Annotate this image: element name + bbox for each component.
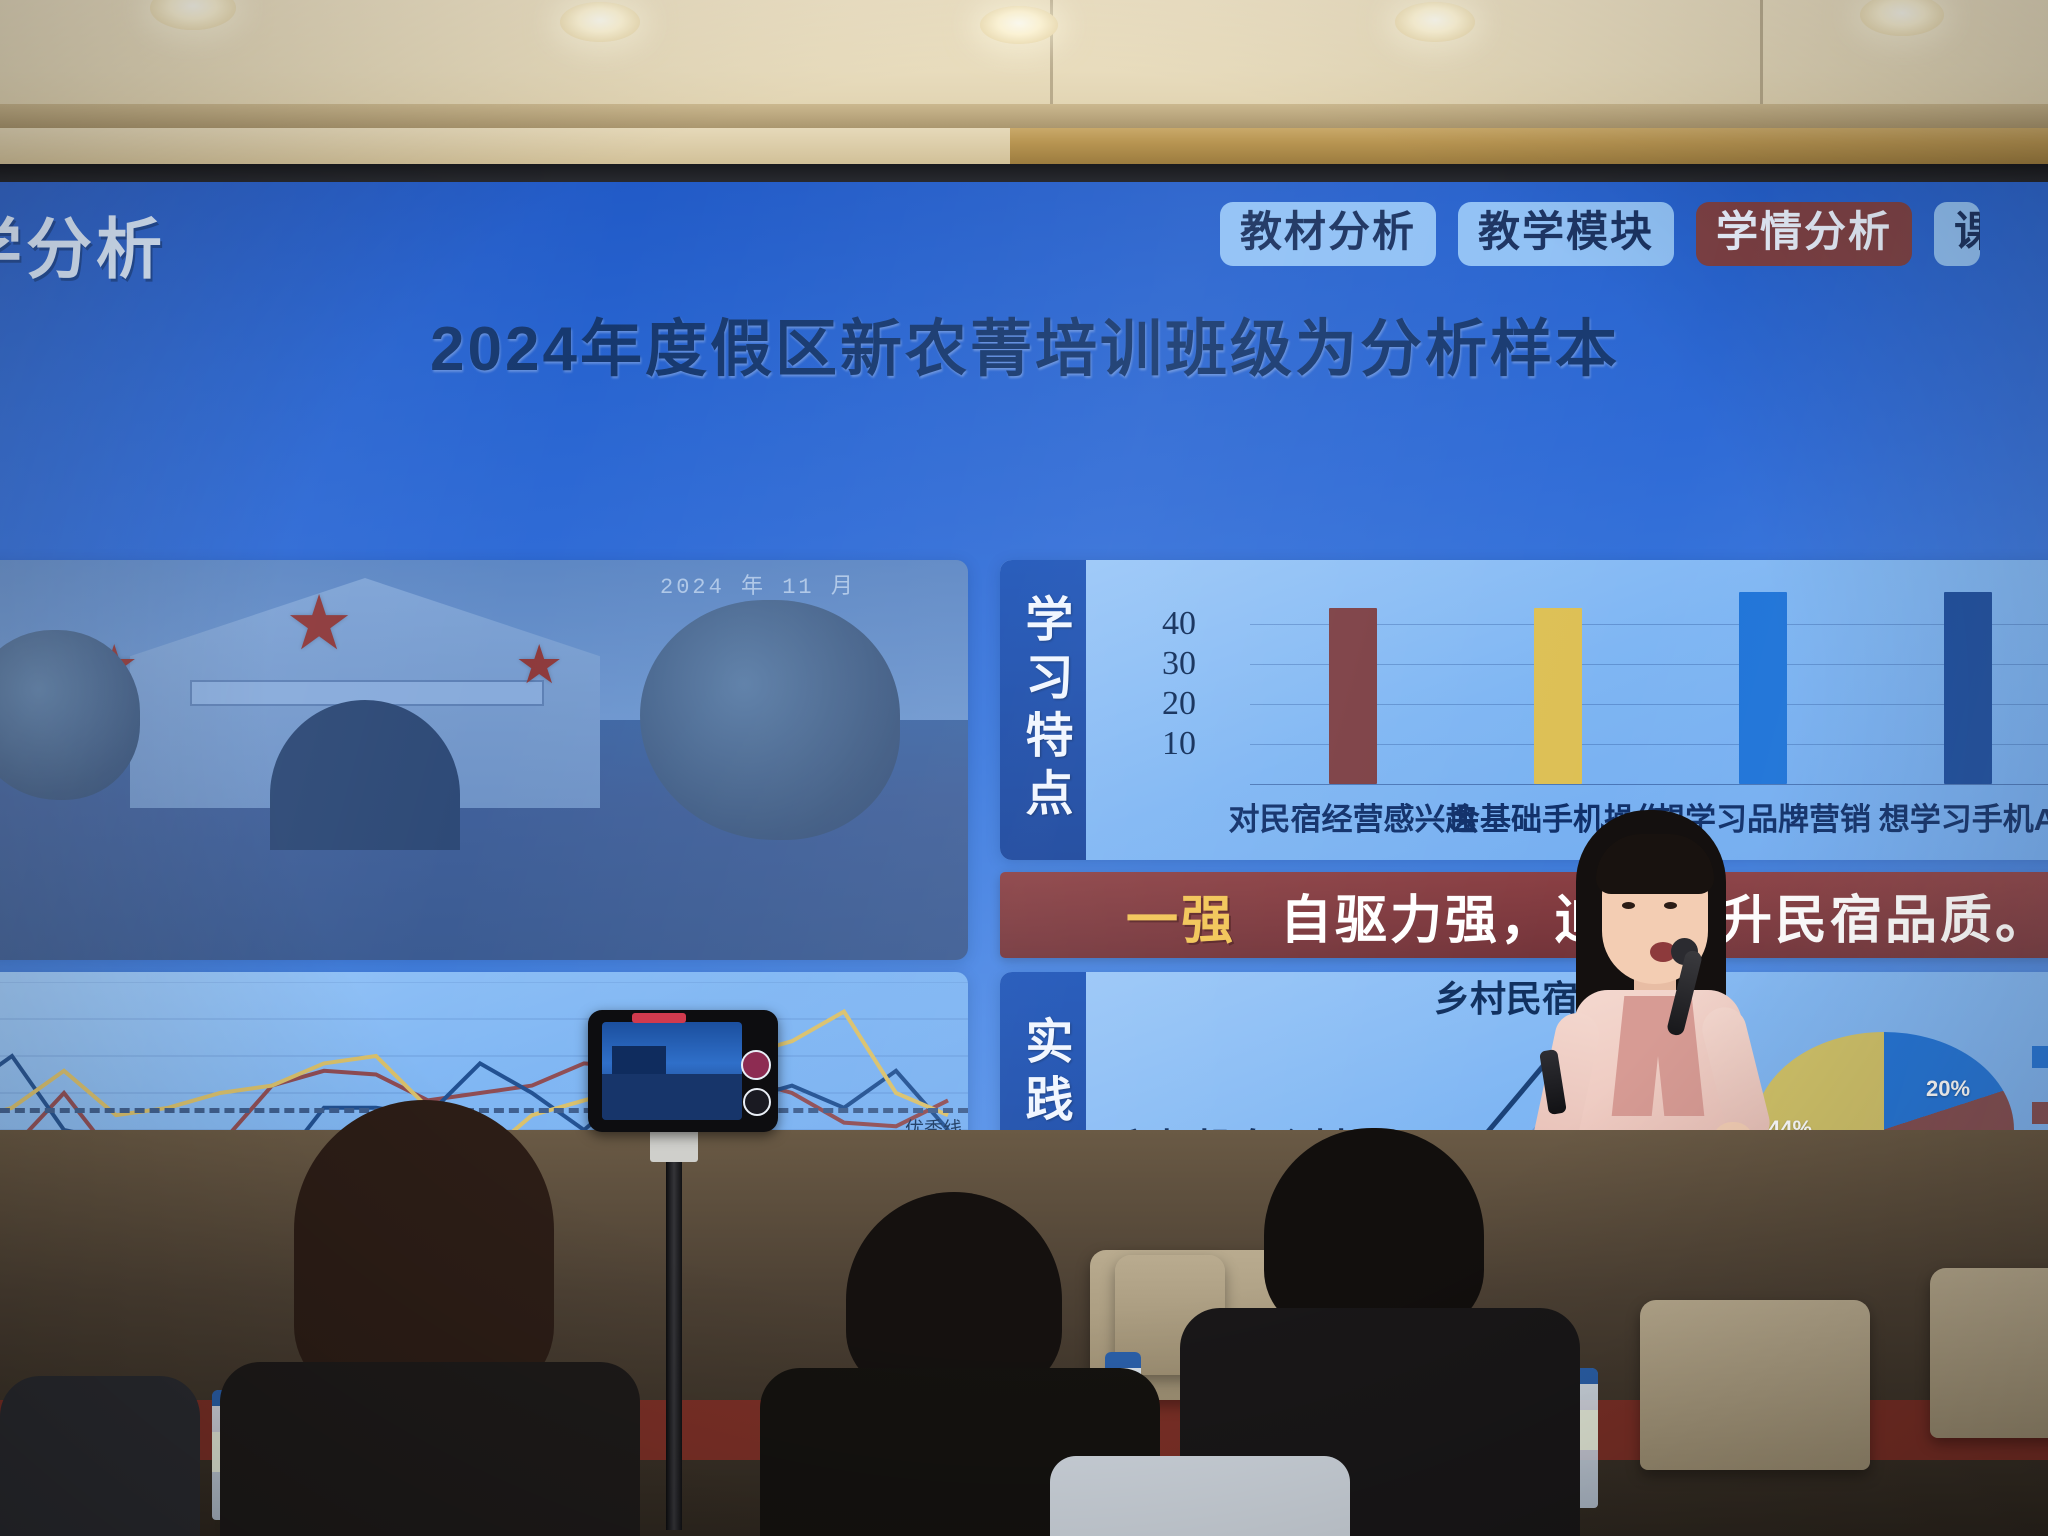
pie-label-blue: 20%	[1926, 1076, 1971, 1101]
bar-chart-y-tick: 20	[1162, 685, 1196, 722]
pie-legend-swatch-blue	[2032, 1046, 2048, 1068]
bar-chart-gridline	[1250, 704, 2048, 705]
group-photo: ★ ★ ★ 2024 年 11 月	[0, 560, 968, 960]
photo-tree	[0, 630, 140, 800]
photo-archway	[270, 700, 460, 850]
presenter-bangs	[1596, 834, 1714, 894]
tab-jiaoxue-mokuai[interactable]: 教学模块	[1458, 202, 1675, 266]
bar-chart-category-label: 想学习手机A	[1878, 802, 2048, 837]
bar-chart-plot: 10 20 30 40	[1162, 584, 2048, 785]
phone-screen	[602, 1022, 742, 1120]
record-button-icon[interactable]	[741, 1050, 771, 1080]
pie-legend-swatch-maroon	[2032, 1102, 2048, 1124]
bar-chart-bar	[1328, 608, 1377, 784]
slide-header: 学分析 教材分析 教学模块 学情分析 课	[0, 182, 2048, 292]
slide-tab-bar: 教材分析 教学模块 学情分析 课	[1220, 202, 1981, 266]
bar-chart-category-label: 对民宿经营感兴趣	[1228, 802, 1477, 837]
audience-member	[1180, 1128, 1580, 1536]
tab-xueqing-fenxi[interactable]: 学情分析	[1696, 202, 1913, 266]
bar-chart-bar	[1533, 608, 1582, 784]
group-photo-panel: ★ ★ ★ 2024 年 11 月	[0, 560, 968, 960]
screen-bezel	[0, 164, 2048, 186]
bar-chart-y-tick: 40	[1162, 605, 1196, 642]
tab-partial[interactable]: 课	[1934, 202, 1981, 266]
tab-jiaocai-fenxi[interactable]: 教材分析	[1220, 202, 1437, 266]
ceiling-light	[560, 2, 640, 42]
star-icon: ★	[515, 635, 564, 695]
panel-background	[1000, 560, 2048, 860]
side-label-text: 学习特点	[1017, 594, 1071, 826]
recording-phone-tripod	[588, 1010, 778, 1530]
bar-chart-bar	[1943, 592, 1992, 784]
bar-chart-axis	[1250, 784, 2048, 785]
line-chart-reference-line	[0, 1107, 968, 1113]
tripod-pole	[666, 1130, 682, 1530]
smartphone[interactable]	[588, 1010, 778, 1132]
audience-member	[220, 1100, 640, 1536]
audience-member	[1050, 1456, 1350, 1536]
photo-crowd	[0, 780, 968, 960]
ceiling-light	[980, 6, 1058, 44]
presenter-eye	[1622, 902, 1635, 909]
bar-chart-gridline	[1250, 664, 2048, 665]
tripod-clamp	[650, 1128, 698, 1162]
presenter-eye	[1664, 902, 1677, 909]
banner-strength: 一强 自驱力强，迫切提升民宿品质。	[1000, 872, 2048, 958]
slide-title: 2024年度假区新农菁培训班级为分析样本	[430, 315, 1620, 384]
audience-member	[760, 1192, 1160, 1536]
shutter-button-icon[interactable]	[743, 1088, 771, 1116]
bar-chart-bar	[1738, 592, 1787, 784]
chair	[1930, 1268, 2048, 1438]
banner-lead: 一强	[1126, 891, 1237, 950]
photo-date-stamp: 2024 年 11 月	[660, 575, 856, 600]
ceiling-seam	[1760, 0, 1763, 128]
learning-traits-panel: 学习特点 10 20 30 40 对民宿经营感兴趣 会基础手机操作 想学习品牌营销 想学习手…	[1000, 560, 2048, 860]
panel-side-label-learning: 学习特点	[1000, 560, 1086, 860]
ceiling-band	[0, 104, 2048, 130]
bar-chart-gridline	[1250, 744, 2048, 745]
audience-member	[0, 1376, 200, 1536]
slide-header-title: 学分析	[0, 212, 166, 286]
bar-chart-gridline	[1250, 624, 2048, 625]
ceiling-light	[1860, 0, 1944, 36]
ceiling-seam	[1050, 0, 1053, 128]
wall-wood-strip	[1010, 128, 2048, 164]
bar-chart-y-tick: 10	[1162, 725, 1196, 762]
presenter-mouth	[1650, 942, 1676, 962]
ceiling-light	[1395, 2, 1475, 42]
record-indicator-icon	[632, 1013, 686, 1023]
star-icon: ★	[285, 581, 354, 666]
photo-tree	[640, 600, 900, 840]
chair	[1640, 1300, 1870, 1470]
bar-chart-y-tick: 30	[1162, 645, 1196, 682]
